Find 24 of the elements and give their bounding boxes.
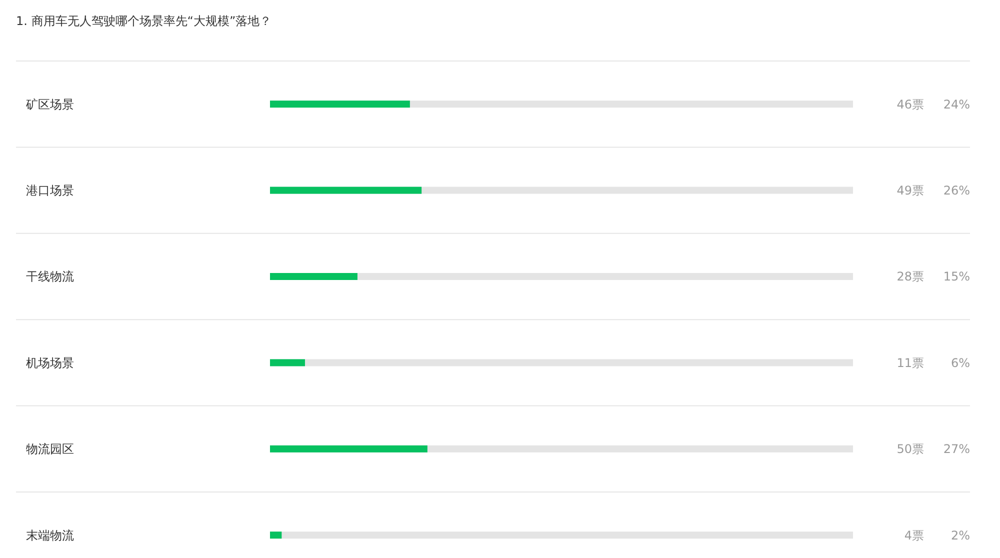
bar (270, 186, 422, 194)
y-tick-label: 港口场景 (26, 184, 74, 198)
text: 50票 (896, 442, 924, 456)
text: 1. 商用车无人驾驶哪个场景率先“大规模”落地？ (16, 14, 272, 28)
data-label: 6% (950, 356, 970, 370)
text: 46票 (896, 97, 924, 112)
bar (270, 359, 305, 366)
bar (270, 532, 282, 539)
bar (270, 273, 358, 280)
data-label: 27% (943, 442, 970, 456)
data-label: 24% (943, 97, 970, 112)
text: 11票 (896, 356, 924, 370)
text: 49票 (896, 184, 924, 198)
y-tick-label: 机场场景 (26, 356, 74, 370)
data-label: 2% (950, 528, 970, 542)
y-tick-label: 末端物流 (26, 528, 74, 542)
text: 4票 (904, 528, 924, 542)
y-tick-label: 矿区场景 (25, 97, 74, 112)
data-label: 15% (943, 270, 970, 284)
bar (270, 100, 410, 108)
data-label: 26% (943, 184, 970, 198)
y-tick-label: 物流园区 (26, 442, 74, 456)
y-tick-label: 干线物流 (26, 270, 74, 284)
text: 28票 (896, 270, 924, 284)
